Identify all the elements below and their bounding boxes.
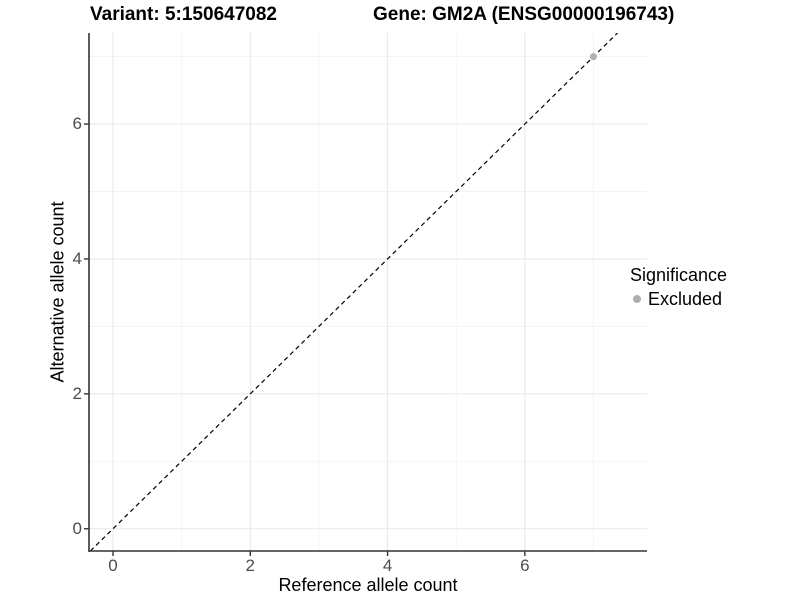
- y-tick-label: 2: [72, 383, 82, 403]
- x-axis-title: Reference allele count: [278, 575, 458, 595]
- grid-minor: [89, 33, 647, 551]
- grid-major: [89, 33, 647, 551]
- legend: Significance Excluded: [630, 264, 727, 309]
- plot-title-gene: Gene: GM2A (ENSG00000196743): [373, 4, 675, 25]
- x-tick-label: 6: [520, 556, 530, 575]
- x-tick-label: 0: [108, 556, 118, 575]
- y-axis-title-text: Alternative allele count: [47, 201, 68, 383]
- y-tick-label: 6: [72, 114, 82, 134]
- legend-item-label: Excluded: [648, 289, 723, 309]
- legend-point-icon: [633, 295, 641, 303]
- tick-marks: [84, 123, 526, 556]
- legend-item-excluded: Excluded: [630, 289, 727, 309]
- axis-lines: [88, 33, 647, 552]
- x-tick-label: 4: [382, 556, 393, 575]
- y-tick-label: 4: [72, 248, 82, 268]
- identity-reference-line: [89, 33, 618, 551]
- data-point-excluded: [589, 53, 597, 61]
- y-tick-label: 0: [72, 518, 82, 538]
- plot-title: Variant: 5:150647082 Gene: GM2A (ENSG000…: [0, 4, 800, 28]
- legend-title: Significance: [630, 265, 728, 285]
- plot-title-variant: Variant: 5:150647082: [90, 4, 277, 25]
- x-tick-label: 2: [245, 556, 256, 575]
